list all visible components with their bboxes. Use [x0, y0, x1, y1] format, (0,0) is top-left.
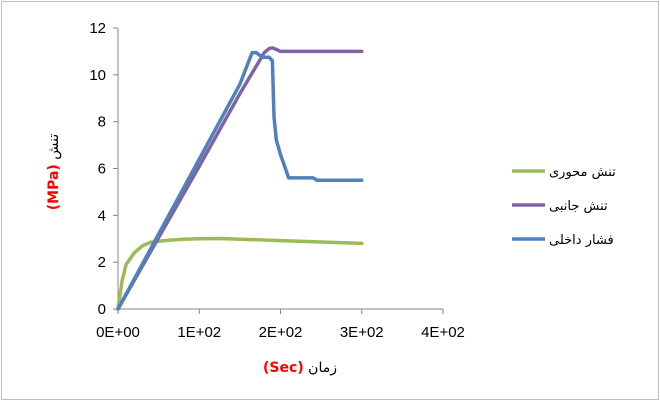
y-axis-title: تنش (MPa): [46, 134, 62, 211]
y-tick-label: 8: [98, 114, 106, 131]
series-line-3: [116, 50, 364, 311]
y-tick-label: 0: [98, 301, 106, 318]
legend: تنش محوری تنش جانبی فشار داخلی: [512, 165, 616, 248]
y-tick-label: 10: [89, 67, 106, 84]
tick-labels: 0 2 4 6 8 10 12 0E+00 1E+02 2E+02 3E+02 4E+02: [89, 20, 465, 341]
x-tick-label: 2E+02: [259, 324, 303, 341]
y-axis-title-text: تنش: [46, 134, 62, 165]
legend-label: فشار داخلی: [549, 233, 614, 248]
series-line-1: [116, 236, 364, 311]
x-tick-label: 4E+02: [421, 324, 465, 341]
x-axis-title: زمان (Sec): [263, 360, 337, 376]
axes: [117, 28, 443, 310]
y-axis-title-unit: (MPa): [46, 164, 62, 210]
x-tick-label: 1E+02: [177, 324, 221, 341]
legend-label: تنش جانبی: [549, 199, 608, 214]
x-axis-title-unit: (Sec): [263, 360, 304, 376]
legend-label: تنش محوری: [549, 165, 616, 180]
y-tick-label: 12: [89, 20, 106, 37]
y-tick-label: 2: [98, 254, 106, 271]
series-lines: [116, 46, 364, 311]
y-tick-label: 6: [98, 161, 106, 178]
x-axis-title-text: زمان: [304, 360, 337, 376]
series-line-2: [116, 46, 364, 311]
x-tick-label: 0E+00: [96, 324, 140, 341]
x-tick-label: 3E+02: [340, 324, 384, 341]
y-tick-label: 4: [98, 207, 106, 224]
tick-marks: [113, 27, 444, 314]
